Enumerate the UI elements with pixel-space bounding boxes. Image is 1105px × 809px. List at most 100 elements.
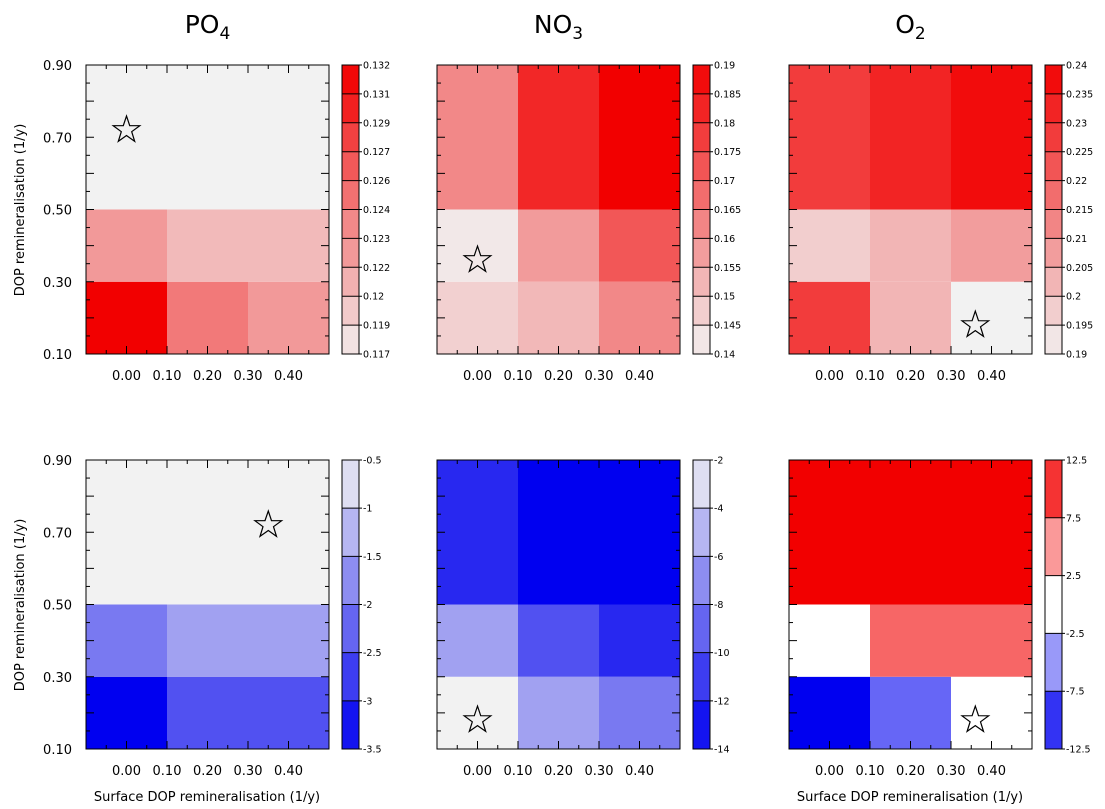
heatmap-cell [951,209,1032,282]
x-tick-label: 0.10 [856,764,885,779]
y-axis-label-top: DOP remineralisation (1/y) [13,124,28,297]
heatmap-cell [248,65,329,210]
colorbar-swatch [1045,633,1062,692]
title-subscript: 3 [572,24,583,44]
y-tick-label: 0.30 [43,276,72,291]
colorbar-swatch [342,556,359,605]
y-tick-label: 0.90 [43,454,72,469]
column-title-1: PO4 [185,10,231,44]
heatmap-panel-r2c3: 0.00 0.10 0.20 0.30 0.40 12.5 7.5 2.5 -2.5 -7.5 -1… [788,456,1091,779]
colorbar-tick-label: 0.127 [363,147,390,158]
title-subscript: 2 [915,24,926,44]
colorbar-tick-label: 0.165 [714,205,741,216]
colorbar-tick-label: 0.215 [1066,205,1093,216]
colorbar-tick-label: 0.145 [714,321,741,332]
star-marker [111,114,142,143]
colorbar-tick-label: -0.5 [363,456,382,467]
heatmap-cell [437,281,518,354]
heatmap-cell [437,65,518,210]
colorbar-tick-label: -14 [714,745,730,756]
colorbar-swatch [693,604,710,654]
heatmap-cell [167,65,248,210]
x-tick-label: 0.30 [585,764,614,779]
colorbar-tick-label: -6 [714,552,723,563]
colorbar-swatch [342,65,359,95]
x-tick-label: 0.40 [274,764,303,779]
heatmap-panel-r2c1: 0.00 0.10 0.20 0.30 0.40 0.10 0.30 0.50 0.70 0.90… [43,454,382,779]
colorbar-tick-label: -3 [363,696,372,707]
colorbar-swatch [693,93,710,124]
heatmap-cell [86,65,167,210]
colorbar-swatch [693,296,710,326]
colorbar-swatch [693,700,710,750]
y-tick-label: 0.10 [43,348,72,363]
heatmap-cell [167,604,248,677]
x-tick-label: 0.40 [274,369,303,384]
colorbar-swatch [693,238,710,268]
star-marker [253,509,284,538]
colorbar-tick-label: 0.126 [363,176,390,187]
colorbar-tick-label: 0.185 [714,89,741,100]
x-tick-label: 0.10 [153,764,182,779]
y-axis-label-bottom: DOP remineralisation (1/y) [13,519,28,692]
x-tick-label: 0.00 [463,369,492,384]
heatmap-cell [86,604,167,677]
heatmap-cell [518,209,599,282]
colorbar-swatch [693,122,710,153]
y-tick-label: 0.70 [43,131,72,146]
colorbar-tick-label: 0.122 [363,263,390,274]
colorbar-swatch [693,209,710,239]
colorbar-swatch [342,604,359,654]
column-title-2: NO3 [534,10,583,44]
colorbar-tick-label: 0.14 [714,350,735,361]
star-marker [960,704,991,733]
colorbar-tick-label: 0.175 [714,147,741,158]
title-base: PO [185,10,220,39]
colorbar: -0.5 -1 -1.5 -2 -2.5 -3 -3.5 [341,456,382,756]
heatmap-cell [248,281,329,354]
colorbar-tick-label: -10 [714,648,730,659]
colorbar-tick-label: 0.131 [363,89,390,100]
heatmap-cell [518,676,599,749]
colorbar-tick-label: 0.23 [1066,118,1087,129]
colorbar-tick-label: -2.5 [1066,629,1085,640]
heatmap-cell [248,460,329,605]
colorbar-swatch [342,238,359,268]
heatmap-cell [599,676,680,749]
x-tick-label: 0.40 [625,369,654,384]
colorbar-swatch [1045,460,1062,519]
colorbar: 12.5 7.5 2.5 -2.5 -7.5 -12.5 [1044,456,1091,756]
heatmap-cell [789,604,870,677]
heatmap-cell [518,281,599,354]
heatmap-cell [167,281,248,354]
heatmap-panel-r1c1: 0.00 0.10 0.20 0.30 0.40 0.10 0.30 0.50 0.70 0.90… [43,59,390,384]
colorbar-tick-label: 0.17 [714,176,735,187]
colorbar-tick-label: -7.5 [1066,687,1085,698]
heatmap-cell [86,209,167,282]
y-tick-label: 0.90 [43,59,72,74]
x-axis-label-left: Surface DOP remineralisation (1/y) [94,790,320,805]
colorbar-swatch [342,508,359,557]
heatmap-cell [248,209,329,282]
heatmap-cell [789,460,870,605]
x-tick-label: 0.40 [977,369,1006,384]
colorbar-tick-label: 0.21 [1066,234,1087,245]
colorbar-tick-label: -1 [363,504,372,515]
heatmap-cell [870,281,951,354]
x-tick-label: 0.20 [193,369,222,384]
colorbar-tick-label: -2 [363,600,372,611]
colorbar: 0.24 0.235 0.23 0.225 0.22 0.215 0.21 0.205 0.2 0… [1044,61,1093,361]
colorbar-tick-label: 0.155 [714,263,741,274]
colorbar-swatch [1045,296,1062,326]
colorbar-swatch [1045,575,1062,634]
colorbar-swatch [342,652,359,702]
x-tick-label: 0.30 [234,369,263,384]
colorbar-tick-label: 2.5 [1066,571,1081,582]
heatmap-cell [870,65,951,210]
y-tick-label: 0.50 [43,204,72,219]
heatmap-cell [599,460,680,605]
heatmap-panel-r1c2: 0.00 0.10 0.20 0.30 0.400.190.1850.180.1750.… [436,61,741,384]
x-axis-label-right: Surface DOP remineralisation (1/y) [797,790,1023,805]
colorbar-tick-label: 0.19 [1066,350,1087,361]
colorbar-tick-label: 0.117 [363,350,390,361]
